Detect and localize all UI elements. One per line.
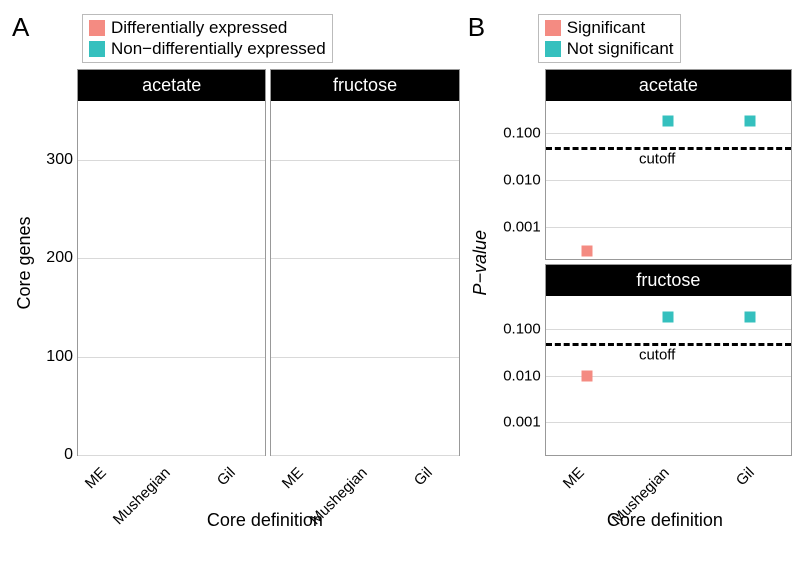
cutoff-label: cutoff — [639, 151, 675, 168]
panel-a: A Differentially expressedNon−differenti… — [12, 12, 460, 531]
panel-b-yaxis: 0.100 0.010 0.001 0.100 0.010 0.001 — [493, 69, 545, 457]
gridline — [546, 180, 791, 181]
ytick: 200 — [46, 249, 73, 267]
xtick: Mushegian — [661, 464, 710, 513]
facet-strip: acetate — [78, 70, 265, 101]
facet-body — [271, 101, 458, 456]
panel-b: B SignificantNot significant P−value 0.1… — [468, 12, 792, 531]
legend-swatch — [89, 41, 105, 57]
facet: acetate cutoff — [545, 69, 792, 261]
panel-a-yaxis: 0100200300 — [37, 69, 77, 457]
panel-b-ylabel: P−value — [468, 69, 493, 457]
panel-a-ylabel: Core genes — [12, 69, 37, 457]
gridline — [546, 329, 791, 330]
legend-item: Significant — [545, 17, 674, 38]
legend-label: Differentially expressed — [111, 17, 287, 38]
panel-a-facets: acetatefructose — [77, 69, 460, 457]
facet-row: acetate cutoff — [545, 69, 792, 261]
facet-body: cutoff — [546, 101, 791, 260]
xtick: Mushegian — [162, 464, 211, 513]
xtick: Mushegian — [359, 464, 408, 513]
xtick: Gil — [423, 464, 472, 513]
gridline — [546, 133, 791, 134]
data-point — [745, 116, 756, 127]
bars — [78, 101, 265, 456]
gridline — [271, 455, 458, 456]
legend-swatch — [545, 41, 561, 57]
facet-row: fructose cutoff — [545, 264, 792, 456]
facet: fructose cutoff — [545, 264, 792, 456]
legend-swatch — [89, 20, 105, 36]
facet-body — [78, 101, 265, 456]
xtick: Gil — [745, 464, 794, 513]
ytick: 0.010 — [503, 171, 541, 188]
ytick: 0.010 — [503, 367, 541, 384]
panel-a-xlabel: Core definition — [12, 530, 460, 531]
panel-a-label: A — [12, 12, 29, 43]
panel-a-legend: Differentially expressedNon−differential… — [82, 14, 333, 63]
gridline — [546, 422, 791, 423]
legend-item: Not significant — [545, 38, 674, 59]
ytick: 0 — [64, 446, 73, 464]
panel-b-plot: P−value 0.100 0.010 0.001 0.100 0.010 0.001 a… — [468, 69, 792, 457]
data-point — [663, 116, 674, 127]
data-point — [581, 370, 592, 381]
figure: A Differentially expressedNon−differenti… — [12, 12, 784, 531]
data-point — [663, 311, 674, 322]
facet-strip: acetate — [546, 70, 791, 101]
panel-a-plot: Core genes 0100200300 acetatefructose — [12, 69, 460, 457]
legend-item: Non−differentially expressed — [89, 38, 326, 59]
facet-body: cutoff — [546, 296, 791, 455]
legend-label: Significant — [567, 17, 645, 38]
legend-item: Differentially expressed — [89, 17, 326, 38]
ytick: 300 — [46, 151, 73, 169]
ytick: 0.001 — [503, 218, 541, 235]
panel-b-label: B — [468, 12, 485, 43]
ytick: 0.001 — [503, 414, 541, 431]
legend-label: Not significant — [567, 38, 674, 59]
legend-label: Non−differentially expressed — [111, 38, 326, 59]
gridline — [78, 455, 265, 456]
data-point — [581, 246, 592, 257]
bars — [271, 101, 458, 456]
panel-b-facets: acetate cutoff fructose cutoff — [545, 69, 792, 457]
ytick: 100 — [46, 348, 73, 366]
legend-swatch — [545, 20, 561, 36]
facet: fructose — [270, 69, 459, 457]
gridline — [546, 227, 791, 228]
cutoff-label: cutoff — [639, 346, 675, 363]
ytick: 0.100 — [503, 125, 541, 142]
data-point — [745, 311, 756, 322]
ytick: 0.100 — [503, 320, 541, 337]
facet-strip: fructose — [271, 70, 458, 101]
panel-b-legend: SignificantNot significant — [538, 14, 681, 63]
facet-strip: fructose — [546, 265, 791, 296]
panel-b-xlabel: Core definition — [468, 530, 792, 531]
facet: acetate — [77, 69, 266, 457]
